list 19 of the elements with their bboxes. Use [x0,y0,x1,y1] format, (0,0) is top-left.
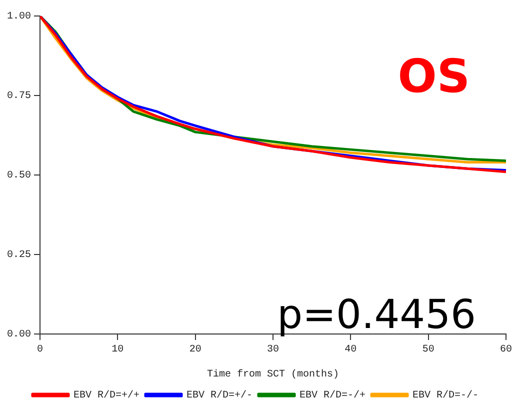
y-tick-label: 0.25 [6,250,32,262]
annotation: p=0.4456 [277,292,476,338]
x-tick-label: 50 [422,344,434,356]
x-tick-label: 60 [500,344,512,356]
legend-label: EBV R/D=-/- [412,390,479,402]
y-tick-label: 0.00 [6,330,32,341]
y-tick-label: 1.00 [6,12,32,23]
annotation: OS [398,49,470,103]
x-axis-title: Time from SCT (months) [206,368,340,381]
x-tick-label: 0 [36,344,44,356]
x-tick-label: 40 [344,344,357,356]
x-tick-label: 30 [266,344,280,356]
legend-label: EBV R/D=+/+ [73,390,140,402]
x-tick-label: 20 [189,344,202,356]
y-tick-label: 0.75 [6,91,32,102]
legend-label: EBV R/D=-/+ [300,390,366,402]
legend-label: EBV R/D=+/- [186,390,253,402]
x-tick-label: 10 [112,344,124,356]
y-tick-label: 0.50 [6,170,32,182]
